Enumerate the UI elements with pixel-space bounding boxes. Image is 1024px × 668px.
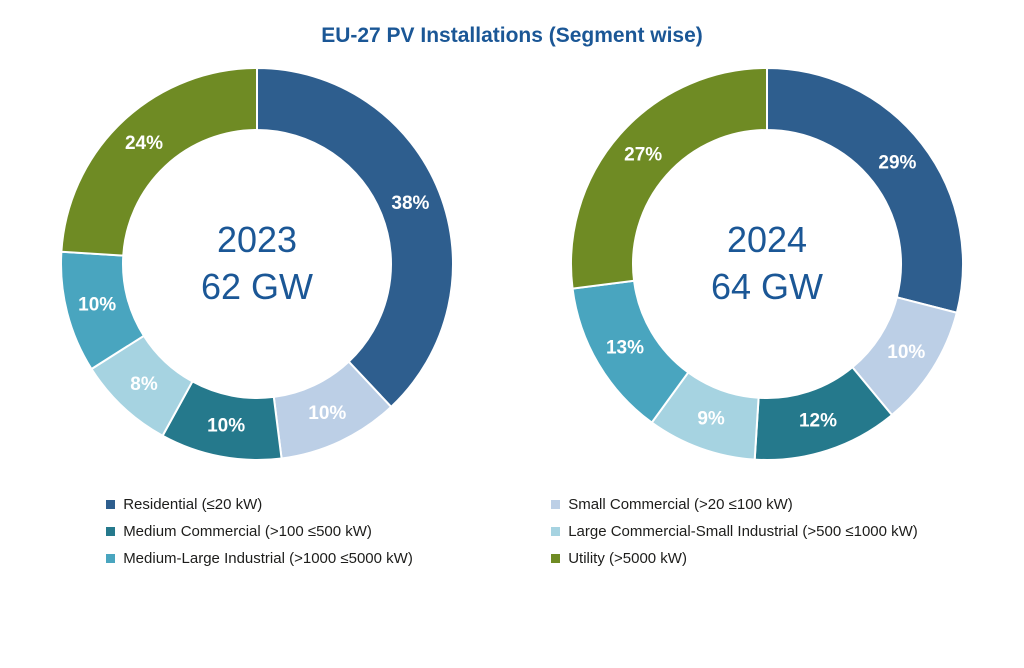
donut-segment bbox=[570, 66, 768, 290]
segment-percent-label: 27% bbox=[624, 144, 662, 165]
segment-percent-label: 10% bbox=[78, 295, 116, 316]
legend-item-utility: Utility (>5000 kW) bbox=[551, 550, 918, 567]
segment-percent-label: 12% bbox=[799, 410, 837, 431]
donut-svg-2024: 29% 10% 12% 9% 13% 27% bbox=[570, 66, 964, 461]
legend-item-medium-commercial: Medium Commercial (>100 ≤500 kW) bbox=[106, 523, 456, 540]
donut-segment bbox=[256, 66, 455, 409]
legend-item-large-commercial-small-industrial: Large Commercial-Small Industrial (>500 … bbox=[551, 523, 918, 540]
donut-chart-2023: 38% 10% 10% 8% 10% 24% 2023 62 GW bbox=[52, 58, 462, 470]
segment-percent-label: 13% bbox=[606, 338, 644, 359]
legend-item-small-commercial: Small Commercial (>20 ≤100 kW) bbox=[551, 496, 918, 513]
donut-segment bbox=[766, 66, 964, 314]
legend-item-label: Large Commercial-Small Industrial (>500 … bbox=[568, 523, 918, 540]
legend-swatch-icon bbox=[551, 554, 561, 563]
legend-item-medium-large-industrial: Medium-Large Industrial (>1000 ≤5000 kW) bbox=[106, 550, 456, 567]
legend-swatch-icon bbox=[106, 527, 116, 536]
legend-item-label: Medium-Large Industrial (>1000 ≤5000 kW) bbox=[123, 550, 413, 567]
legend-column-left: Residential (≤20 kW) Medium Commercial (… bbox=[106, 496, 456, 567]
segment-percent-label: 10% bbox=[887, 342, 925, 363]
donut-chart-2024: 29% 10% 12% 9% 13% 27% 2024 64 GW bbox=[562, 58, 972, 470]
segment-percent-label: 10% bbox=[308, 403, 346, 424]
legend-swatch-icon bbox=[106, 554, 116, 563]
segment-percent-label: 9% bbox=[697, 409, 725, 430]
legend: Residential (≤20 kW) Medium Commercial (… bbox=[0, 496, 1024, 567]
segment-percent-label: 10% bbox=[207, 416, 245, 437]
chart-title: EU-27 PV Installations (Segment wise) bbox=[321, 24, 703, 47]
legend-item-label: Residential (≤20 kW) bbox=[123, 496, 263, 513]
legend-column-right: Small Commercial (>20 ≤100 kW) Large Com… bbox=[551, 496, 918, 567]
segment-percent-label: 38% bbox=[391, 193, 429, 214]
segment-percent-label: 24% bbox=[125, 133, 163, 154]
legend-item-residential: Residential (≤20 kW) bbox=[106, 496, 456, 513]
donut-svg-2023: 38% 10% 10% 8% 10% 24% bbox=[60, 66, 455, 461]
legend-swatch-icon bbox=[551, 500, 561, 509]
charts-row: 38% 10% 10% 8% 10% 24% 2023 62 GW 29% 10% 12% 9%… bbox=[0, 58, 1024, 470]
legend-item-label: Utility (>5000 kW) bbox=[568, 550, 687, 567]
legend-swatch-icon bbox=[106, 500, 116, 509]
segment-percent-label: 8% bbox=[130, 374, 158, 395]
donut-segment bbox=[60, 66, 258, 257]
legend-item-label: Small Commercial (>20 ≤100 kW) bbox=[568, 496, 793, 513]
segment-percent-label: 29% bbox=[878, 152, 916, 173]
legend-swatch-icon bbox=[551, 527, 561, 536]
legend-item-label: Medium Commercial (>100 ≤500 kW) bbox=[123, 523, 372, 540]
